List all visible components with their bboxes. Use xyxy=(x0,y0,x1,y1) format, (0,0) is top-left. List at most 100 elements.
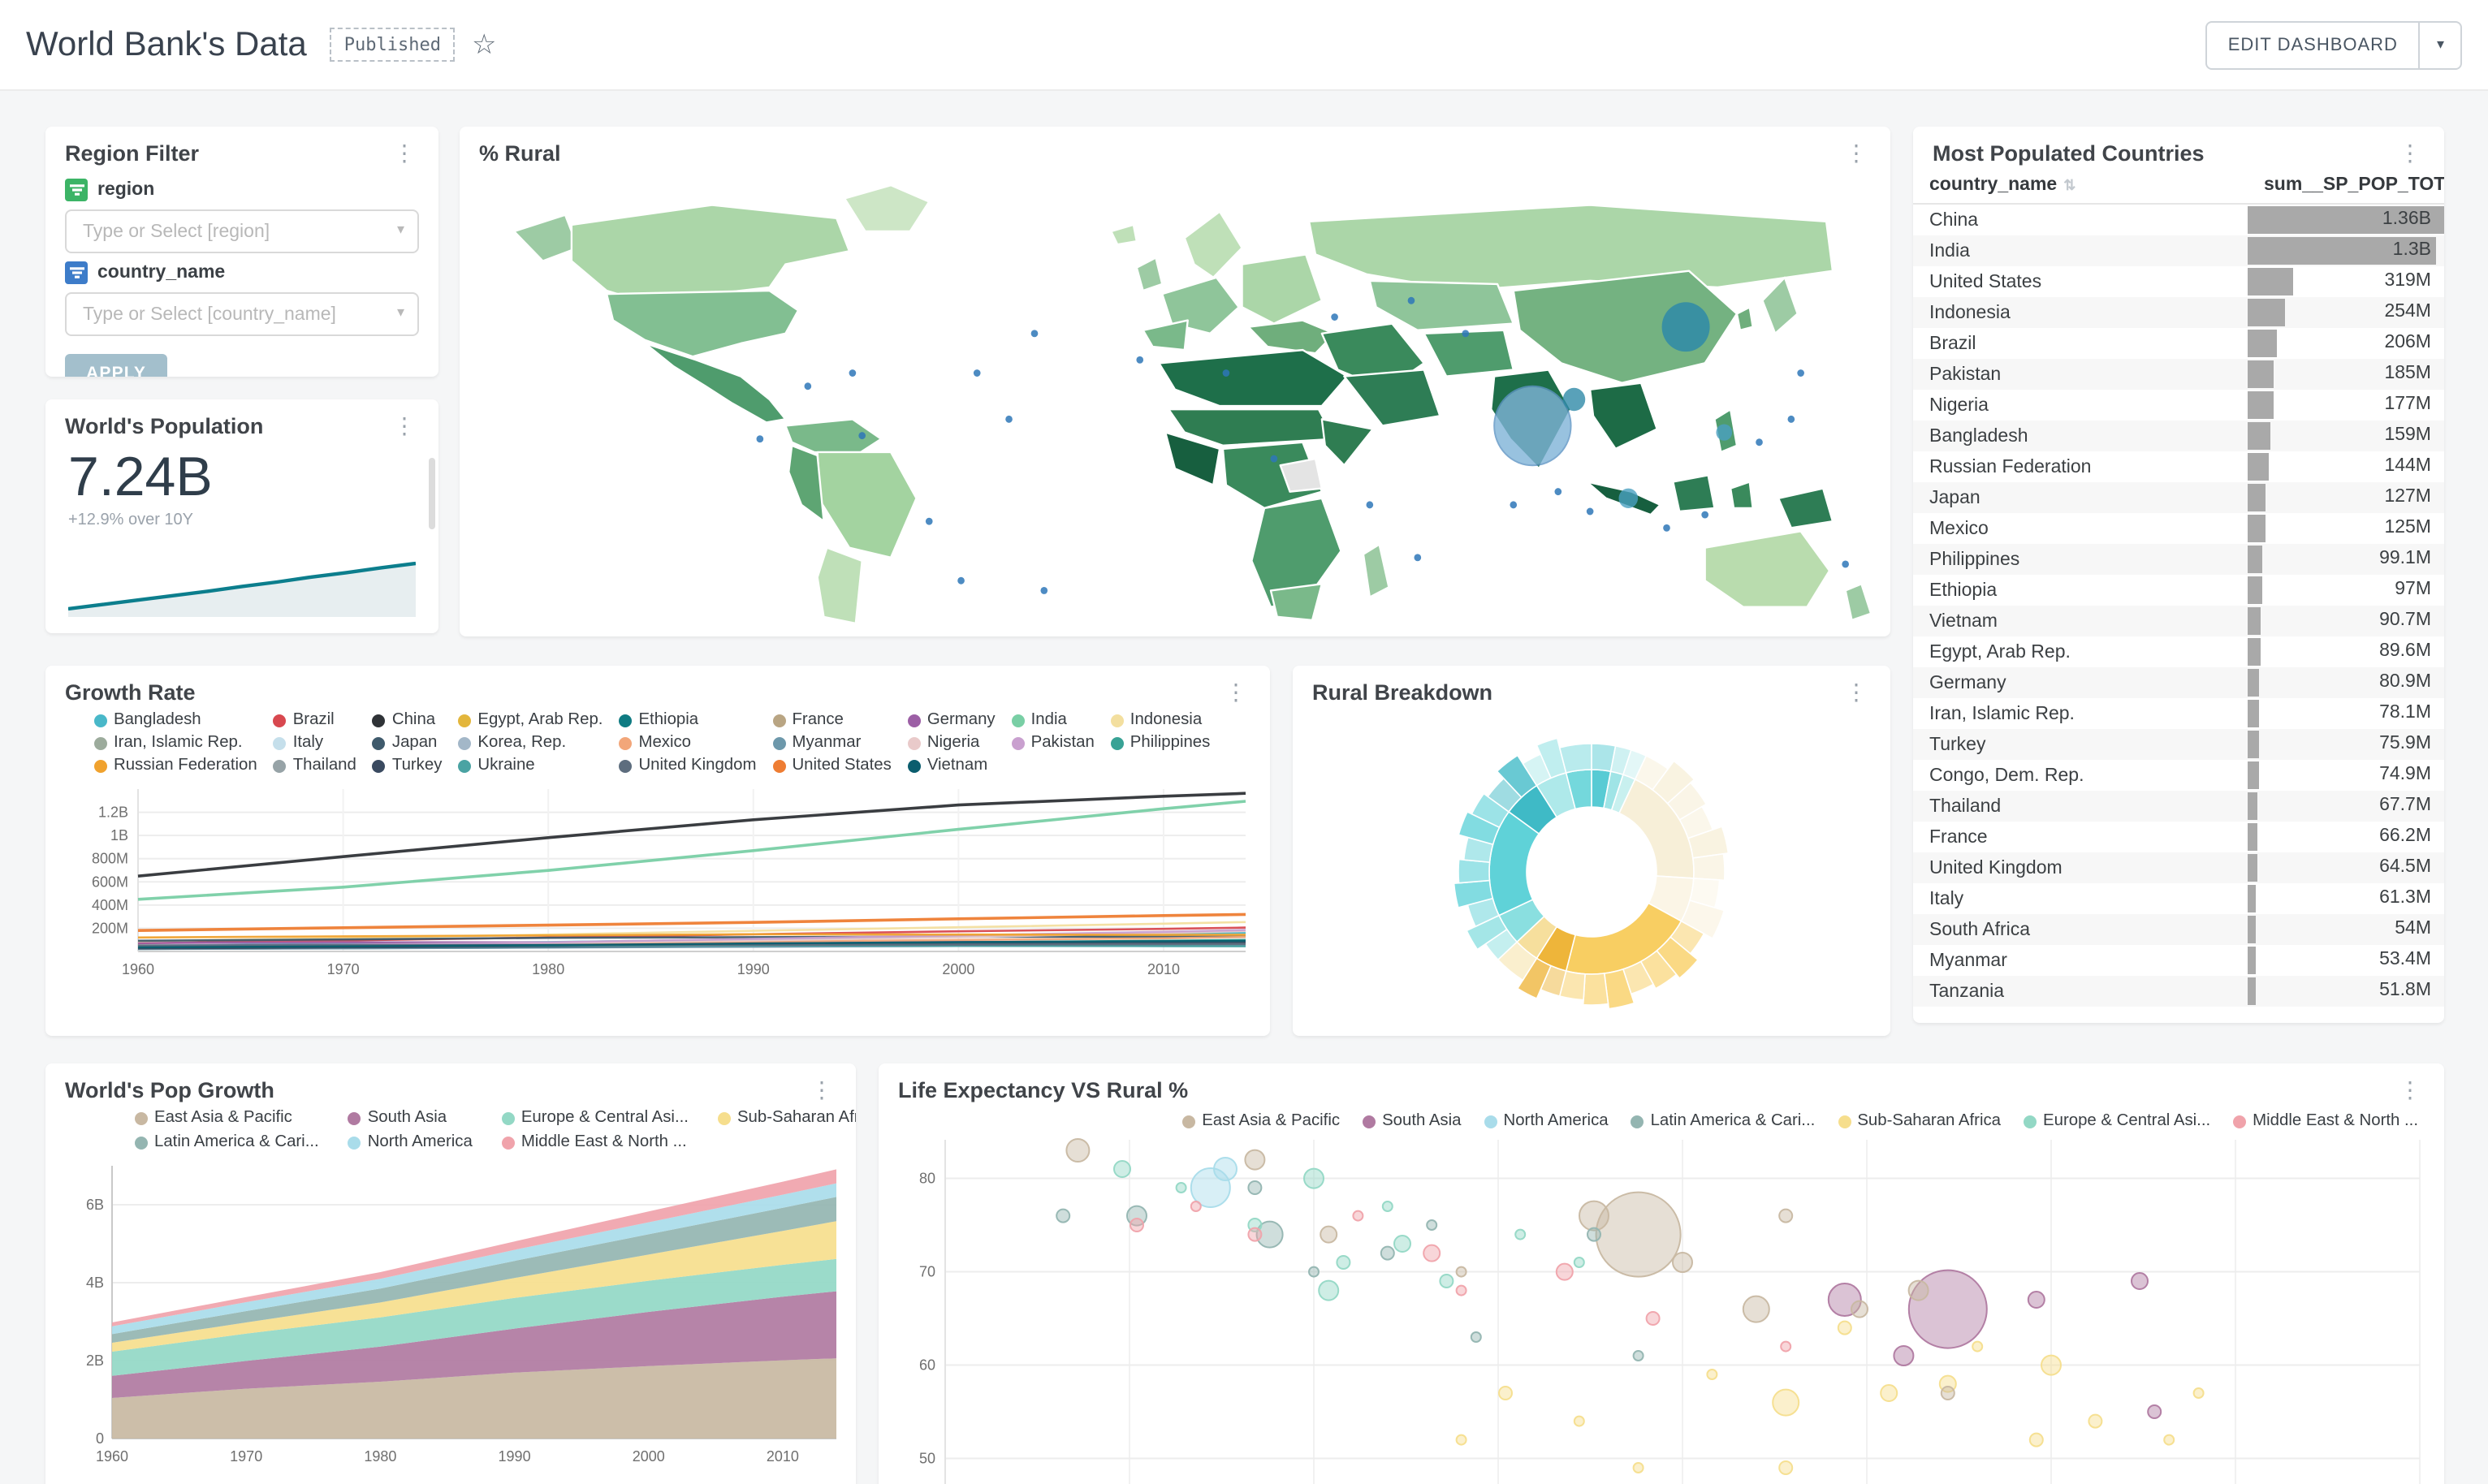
population-cell: 1.3B xyxy=(2248,235,2444,266)
filter-icon xyxy=(65,179,88,201)
legend-item[interactable]: Middle East & North ... xyxy=(2233,1112,2418,1130)
value-bar xyxy=(2248,607,2261,635)
legend-item[interactable]: Japan xyxy=(372,734,443,752)
legend-item[interactable]: India xyxy=(1011,711,1095,729)
value-bar xyxy=(2248,206,2444,234)
card-title: % Rural xyxy=(479,141,561,166)
legend-dot xyxy=(772,759,786,772)
kebab-menu-icon[interactable]: ⋮ xyxy=(810,1076,833,1102)
value-label: 99.1M xyxy=(2379,549,2431,568)
legend-item[interactable]: North America xyxy=(348,1133,473,1151)
value-label: 144M xyxy=(2384,456,2431,476)
legend-item[interactable]: Russian Federation xyxy=(94,757,257,774)
legend-dot xyxy=(372,736,386,749)
legend-item[interactable]: Nigeria xyxy=(907,734,996,752)
legend-item[interactable]: Myanmar xyxy=(772,734,891,752)
population-cell: 74.9M xyxy=(2248,760,2444,791)
rural-map-card: % Rural ⋮ xyxy=(460,127,1890,636)
population-cell: 97M xyxy=(2248,575,2444,606)
world-map-chart[interactable] xyxy=(473,175,1877,623)
legend-item[interactable]: Latin America & Cari... xyxy=(135,1133,319,1151)
legend-item[interactable]: Sub-Saharan Africa xyxy=(717,1109,856,1127)
legend-item[interactable]: Ethiopia xyxy=(619,711,756,729)
legend-item[interactable]: United States xyxy=(772,757,892,774)
map-bubble xyxy=(1716,424,1733,441)
legend-item[interactable]: South Asia xyxy=(1363,1112,1462,1130)
legend-item[interactable]: Mexico xyxy=(619,734,756,752)
legend-item[interactable]: Pakistan xyxy=(1011,734,1095,752)
edit-dashboard-button[interactable]: EDIT DASHBOARD xyxy=(2205,20,2421,69)
svg-text:600M: 600M xyxy=(92,874,128,890)
legend-item[interactable]: Latin America & Cari... xyxy=(1631,1112,1815,1130)
kebab-menu-icon[interactable]: ⋮ xyxy=(393,412,416,438)
value-label: 125M xyxy=(2384,518,2431,537)
favorite-star-icon[interactable]: ☆ xyxy=(471,28,497,59)
legend-item[interactable]: Sub-Saharan Africa xyxy=(1838,1112,2001,1130)
kebab-menu-icon[interactable]: ⋮ xyxy=(393,140,416,166)
header-menu-caret-button[interactable]: ▾ xyxy=(2420,20,2462,69)
sort-icon: ⇅ xyxy=(2063,177,2076,193)
legend-dot xyxy=(94,736,107,749)
legend-item[interactable]: North America xyxy=(1484,1112,1609,1130)
legend-item[interactable]: Ukraine xyxy=(458,757,603,774)
value-bar xyxy=(2248,947,2256,974)
kebab-menu-icon[interactable]: ⋮ xyxy=(1225,679,1247,705)
legend-item[interactable]: East Asia & Pacific xyxy=(1182,1112,1340,1130)
legend-item[interactable]: Philippines xyxy=(1110,734,1210,752)
legend-item[interactable]: United Kingdom xyxy=(619,757,756,774)
apply-filter-button[interactable]: APPLY xyxy=(65,354,168,377)
legend-item[interactable]: East Asia & Pacific xyxy=(135,1109,319,1127)
population-cell: 61.3M xyxy=(2248,883,2444,914)
svg-text:1980: 1980 xyxy=(364,1448,396,1465)
value-bar xyxy=(2248,885,2257,912)
legend-item[interactable]: Europe & Central Asi... xyxy=(501,1109,689,1127)
published-badge[interactable]: Published xyxy=(329,28,456,62)
legend-item[interactable]: Turkey xyxy=(372,757,442,774)
card-title: Life Expectancy VS Rural % xyxy=(898,1078,1189,1102)
legend-dot xyxy=(907,759,921,772)
legend-item[interactable]: Italy xyxy=(273,734,356,752)
legend-dot xyxy=(717,1111,731,1124)
legend-item[interactable]: Indonesia xyxy=(1110,711,1211,729)
dashboard-title: World Bank's Data xyxy=(26,25,307,63)
life-expectancy-chart[interactable]: 50 60 70 80 xyxy=(887,1130,2436,1484)
kebab-menu-icon[interactable]: ⋮ xyxy=(2399,140,2421,166)
legend-label: Mexico xyxy=(638,734,692,752)
legend-item[interactable]: China xyxy=(372,711,443,729)
country-name-cell: Iran, Islamic Rep. xyxy=(1929,704,2075,723)
kebab-menu-icon[interactable]: ⋮ xyxy=(1845,679,1868,705)
legend-item[interactable]: South Asia xyxy=(348,1109,473,1127)
column-header-country[interactable]: country_name ⇅ xyxy=(1913,170,2248,205)
country-name-cell: Thailand xyxy=(1929,796,2002,816)
legend-item[interactable]: Europe & Central Asi... xyxy=(2024,1112,2210,1130)
legend-item[interactable]: Egypt, Arab Rep. xyxy=(458,711,603,729)
legend-item[interactable]: Middle East & North ... xyxy=(501,1133,689,1151)
legend-label: South Asia xyxy=(1382,1112,1462,1130)
rural-breakdown-chart[interactable] xyxy=(1293,710,1890,1028)
kebab-menu-icon[interactable]: ⋮ xyxy=(2399,1076,2421,1102)
table-row: Brazil 206M xyxy=(1913,328,2444,359)
legend-item[interactable]: Brazil xyxy=(273,711,356,729)
value-label: 185M xyxy=(2384,364,2431,383)
kebab-menu-icon[interactable]: ⋮ xyxy=(1845,140,1868,166)
svg-text:1B: 1B xyxy=(110,827,128,843)
legend-item[interactable]: Vietnam xyxy=(907,757,996,774)
value-label: 54M xyxy=(2395,919,2431,938)
legend-item[interactable]: Korea, Rep. xyxy=(458,734,603,752)
population-trend-sparkline[interactable] xyxy=(68,542,416,617)
column-header-population[interactable]: sum__SP_POP_TOTL⇅ xyxy=(2248,170,2444,205)
card-title: Rural Breakdown xyxy=(1312,680,1493,705)
legend-item[interactable]: Bangladesh xyxy=(94,711,257,729)
population-cell: 66.2M xyxy=(2248,822,2444,852)
country-select-input[interactable] xyxy=(65,292,419,336)
pop-growth-chart[interactable]: 0 2B 4B 6B 1960 1970 1980 1990 2000 2010 xyxy=(54,1153,848,1484)
growth-rate-chart[interactable]: 200M 400M 600M 800M 1B 1.2B 1960 1970 1980 1990 20… xyxy=(57,779,1259,994)
legend-label: Germany xyxy=(927,711,996,729)
region-select-input[interactable] xyxy=(65,209,419,253)
legend-item[interactable]: Thailand xyxy=(273,757,356,774)
legend-item[interactable]: France xyxy=(772,711,891,729)
value-bar xyxy=(2248,638,2261,666)
legend-item[interactable]: Iran, Islamic Rep. xyxy=(94,734,257,752)
scrollbar[interactable] xyxy=(429,458,435,529)
legend-item[interactable]: Germany xyxy=(907,711,996,729)
